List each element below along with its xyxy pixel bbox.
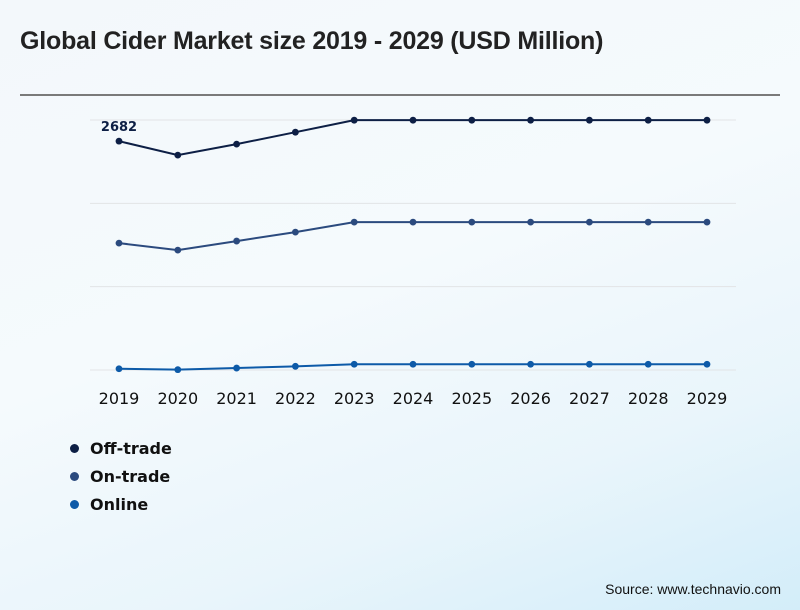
data-point-off-trade: [115, 137, 123, 145]
data-point-off-trade: [350, 116, 358, 124]
x-tick-label: 2020: [157, 389, 198, 408]
legend: Off-trade On-trade Online: [70, 434, 172, 518]
annotations: 2682: [101, 120, 137, 135]
x-tick-label: 2026: [510, 389, 551, 408]
legend-marker-off-trade: [70, 443, 79, 453]
data-point-on-trade: [468, 218, 476, 226]
data-point-on-trade: [586, 218, 593, 226]
data-point-off-trade: [292, 128, 299, 136]
x-tick-label: 2028: [628, 389, 669, 408]
data-point-off-trade: [409, 116, 417, 124]
data-point-online: [409, 360, 417, 368]
data-point-online: [644, 360, 652, 368]
x-tick-label: 2029: [687, 389, 728, 408]
data-point-online: [586, 360, 593, 368]
series-line-off-trade: [118, 119, 707, 157]
data-point-on-trade: [233, 237, 241, 245]
series-line-on-trade: [118, 221, 707, 252]
legend-item-on-trade[interactable]: On-trade: [70, 462, 172, 490]
data-point-on-trade: [350, 218, 358, 226]
data-point-off-trade: [644, 116, 652, 124]
series-points: [115, 116, 711, 374]
data-point-off-trade: [174, 151, 182, 159]
data-point-online: [350, 360, 358, 368]
data-point-off-trade: [233, 140, 241, 148]
data-label: 2682: [101, 120, 137, 135]
x-axis-ticks: 2019 2020 2021 2022 2023 2024 2025 2026 2027 2028…: [99, 389, 728, 408]
legend-label: Online: [90, 494, 149, 514]
data-point-on-trade: [115, 239, 123, 247]
source-credit: Source: www.technavio.com: [605, 581, 781, 597]
data-point-on-trade: [174, 246, 182, 254]
x-tick-label: 2021: [216, 389, 257, 408]
x-tick-label: 2025: [451, 389, 492, 408]
data-point-online: [468, 360, 476, 368]
data-point-online: [527, 360, 534, 368]
legend-item-off-trade[interactable]: Off-trade: [70, 434, 172, 462]
x-tick-label: 2024: [393, 389, 434, 408]
data-point-on-trade: [409, 218, 417, 226]
data-point-on-trade: [292, 228, 299, 236]
data-point-off-trade: [586, 116, 593, 124]
data-point-online: [703, 360, 711, 368]
data-point-on-trade: [703, 218, 711, 226]
data-point-on-trade: [644, 218, 652, 226]
data-point-online: [233, 364, 241, 372]
data-point-online: [115, 365, 123, 373]
x-tick-label: 2023: [334, 389, 375, 408]
data-point-online: [174, 366, 182, 374]
legend-label: On-trade: [90, 466, 171, 486]
legend-item-online[interactable]: Online: [70, 490, 172, 518]
x-tick-label: 2019: [99, 389, 140, 408]
gridlines: [90, 119, 736, 371]
x-tick-label: 2022: [275, 389, 316, 408]
data-point-off-trade: [527, 116, 534, 124]
data-point-off-trade: [703, 116, 711, 124]
series-lines: [118, 119, 707, 371]
title-divider: [20, 94, 780, 96]
data-point-online: [292, 362, 299, 370]
x-tick-label: 2027: [569, 389, 610, 408]
data-point-on-trade: [527, 218, 534, 226]
data-point-off-trade: [468, 116, 476, 124]
legend-marker-online: [70, 499, 79, 509]
legend-label: Off-trade: [90, 438, 172, 458]
legend-marker-on-trade: [70, 471, 79, 481]
chart-title: Global Cider Market size 2019 - 2029 (US…: [20, 27, 604, 55]
